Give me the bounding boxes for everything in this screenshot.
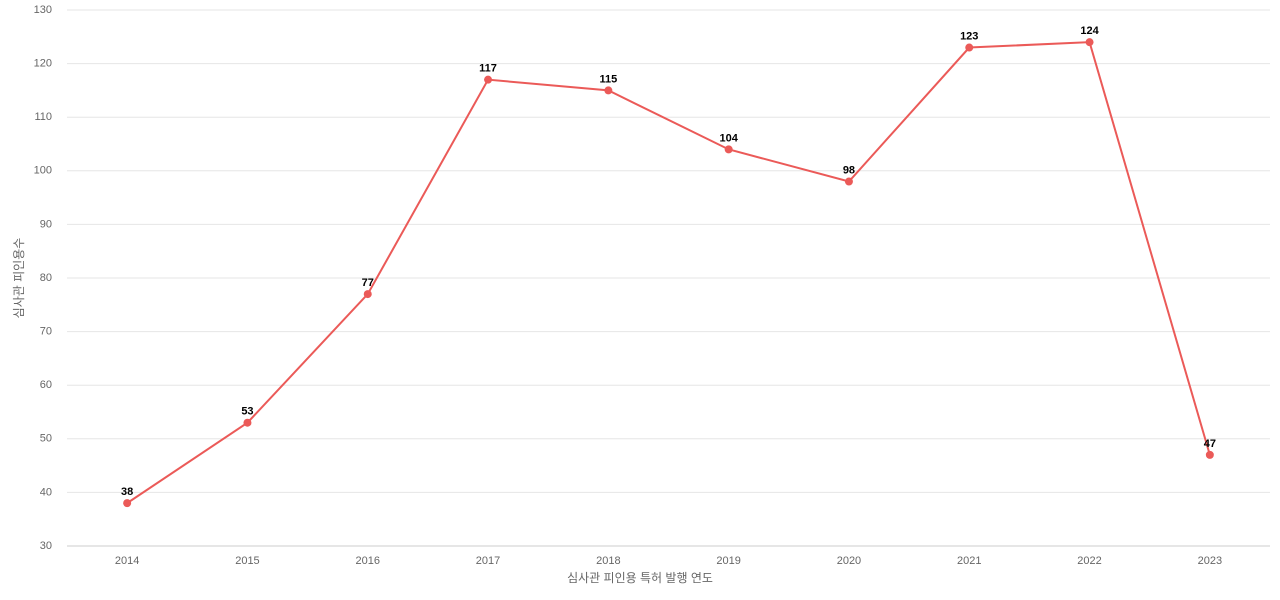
point (1085, 38, 1094, 47)
y-tick-label: 60 (40, 379, 52, 391)
x-tick-label: 2017 (476, 555, 500, 567)
point (484, 75, 493, 84)
y-tick-label: 120 (34, 58, 52, 70)
x-tick-label: 2022 (1077, 555, 1101, 567)
point (243, 418, 252, 427)
x-tick-label: 2018 (596, 555, 620, 567)
y-tick-label: 50 (40, 433, 52, 445)
value-label: 47 (1204, 438, 1216, 450)
value-label: 53 (241, 406, 253, 418)
y-tick-label: 100 (34, 165, 52, 177)
y-tick-label: 70 (40, 326, 52, 338)
point (965, 43, 974, 52)
line (126, 41, 1211, 504)
point (724, 145, 733, 154)
x-axis-title: 심사관 피인용 특허 발행 연도 (567, 570, 713, 585)
y-axis-title: 심사관 피인용수 (12, 238, 26, 319)
x-tick-label: 2019 (716, 555, 740, 567)
point (604, 86, 613, 95)
x-tick-label: 2020 (837, 555, 861, 567)
point (363, 290, 372, 299)
value-label: 77 (362, 277, 374, 289)
point (123, 499, 132, 508)
y-tick-label: 130 (34, 4, 52, 16)
value-label: 123 (960, 30, 978, 42)
value-label: 124 (1080, 25, 1099, 37)
value-label: 98 (843, 164, 855, 176)
value-label: 115 (599, 73, 617, 85)
point (1205, 450, 1214, 459)
y-tick-label: 80 (40, 272, 52, 284)
x-tick-label: 2014 (115, 555, 139, 567)
x-tick-label: 2015 (235, 555, 259, 567)
y-tick-label: 110 (34, 111, 52, 123)
x-tick-label: 2016 (356, 555, 380, 567)
x-tick-label: 2021 (957, 555, 981, 567)
value-label: 38 (121, 486, 133, 498)
y-tick-label: 40 (40, 486, 52, 498)
point (844, 177, 853, 186)
value-label: 104 (719, 132, 738, 144)
value-label: 117 (479, 63, 497, 75)
y-tick-label: 90 (40, 218, 52, 230)
y-tick-label: 30 (40, 540, 52, 552)
x-tick-label: 2023 (1198, 555, 1222, 567)
